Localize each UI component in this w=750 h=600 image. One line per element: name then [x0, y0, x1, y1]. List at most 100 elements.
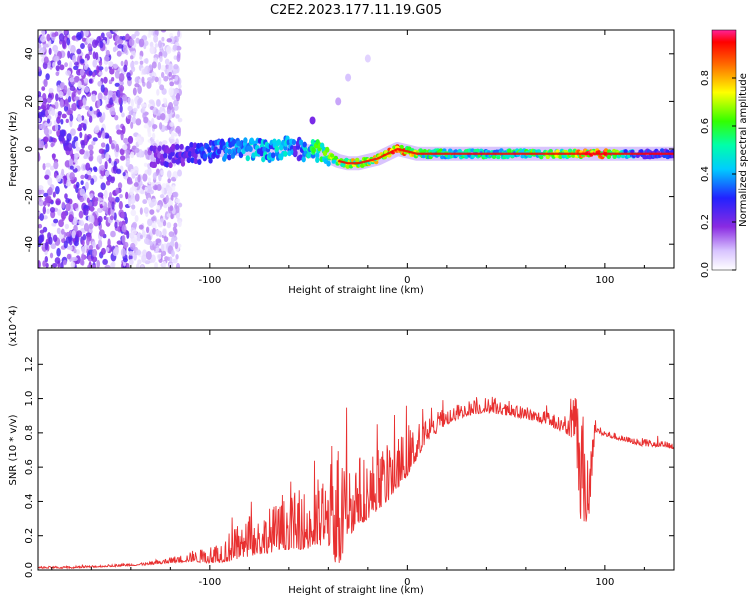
noise-speckle — [141, 76, 145, 84]
signal-blob — [175, 143, 180, 150]
noise-speckle — [104, 160, 108, 170]
noise-speckle — [94, 197, 99, 202]
noise-speckle — [49, 207, 56, 213]
signal-blob — [505, 155, 510, 160]
noise-speckle — [173, 99, 179, 107]
noise-speckle — [105, 170, 110, 176]
noise-speckle — [73, 136, 79, 142]
noise-speckle — [147, 131, 152, 138]
noise-speckle — [100, 84, 105, 93]
noise-speckle — [96, 259, 101, 268]
noise-speckle — [148, 99, 155, 104]
noise-speckle — [166, 256, 170, 262]
noise-speckle — [115, 196, 120, 203]
noise-speckle — [38, 139, 42, 148]
noise-speckle — [109, 68, 115, 75]
noise-speckle — [46, 118, 51, 124]
noise-speckle — [120, 248, 126, 257]
isolated-point — [309, 116, 316, 125]
noise-speckle — [56, 227, 61, 235]
noise-speckle — [61, 40, 66, 49]
noise-speckle — [104, 264, 111, 268]
noise-speckle — [79, 131, 83, 139]
y-tick-label: -40 — [24, 236, 35, 252]
noise-speckle — [66, 253, 72, 260]
noise-speckle — [77, 127, 83, 132]
noise-speckle — [108, 157, 112, 164]
noise-speckle — [134, 76, 140, 84]
noise-speckle — [115, 89, 121, 98]
noise-speckle — [100, 164, 105, 171]
noise-speckle — [102, 112, 106, 121]
noise-speckle — [88, 78, 93, 84]
noise-speckle — [118, 200, 123, 210]
noise-speckle — [45, 262, 49, 268]
noise-speckle — [97, 92, 103, 101]
colorbar-tick-label: 0.0 — [700, 262, 711, 278]
noise-speckle — [172, 191, 179, 198]
y-tick-label: -20 — [24, 188, 35, 204]
noise-speckle — [168, 102, 174, 110]
colorbar-tick-label: 0.4 — [700, 166, 711, 182]
colorbar-gradient — [711, 29, 737, 271]
noise-speckle — [73, 65, 79, 71]
noise-speckle — [130, 55, 134, 60]
noise-speckle — [173, 80, 180, 85]
noise-speckle — [46, 208, 50, 215]
noise-speckle — [129, 242, 136, 251]
noise-speckle — [175, 125, 181, 134]
signal-blob — [164, 161, 170, 168]
noise-speckle — [65, 197, 71, 204]
noise-speckle — [53, 160, 59, 170]
noise-speckle — [112, 248, 119, 257]
colorbar-tick-label: 0.6 — [700, 118, 711, 134]
signal-blob — [283, 150, 288, 157]
noise-speckle — [128, 258, 134, 266]
noise-speckle — [110, 230, 116, 238]
noise-speckle — [38, 111, 44, 117]
noise-speckle — [42, 206, 47, 215]
noise-speckle — [76, 32, 82, 41]
noise-speckle — [116, 168, 122, 174]
noise-speckle — [129, 151, 135, 159]
noise-speckle — [58, 33, 65, 42]
noise-speckle — [64, 223, 70, 230]
noise-speckle — [108, 61, 114, 67]
noise-speckle — [38, 260, 41, 268]
noise-speckle — [46, 103, 50, 110]
noise-speckle — [122, 94, 128, 102]
noise-speckle — [153, 220, 157, 229]
noise-speckle — [173, 132, 178, 137]
noise-speckle — [137, 98, 142, 106]
noise-speckle — [89, 205, 94, 212]
noise-speckle — [176, 53, 181, 63]
noise-speckle — [134, 83, 140, 88]
noise-speckle — [80, 122, 85, 128]
noise-speckle — [115, 187, 120, 195]
noise-speckle — [80, 180, 84, 185]
signal-blob — [208, 157, 213, 164]
noise-speckle — [131, 204, 136, 210]
noise-speckle — [141, 254, 147, 263]
noise-speckle — [99, 40, 104, 49]
noise-speckle — [76, 48, 82, 55]
isolated-point — [335, 97, 342, 106]
noise-speckle — [132, 107, 138, 113]
noise-speckle — [56, 175, 62, 183]
noise-speckle — [53, 55, 60, 62]
signal-blob — [536, 149, 542, 154]
noise-speckle — [97, 239, 103, 248]
figure-title: C2E2.2023.177.11.19.G05 — [270, 3, 442, 18]
noise-speckle — [45, 73, 50, 81]
noise-speckle — [120, 60, 124, 66]
noise-speckle — [92, 137, 98, 142]
noise-speckle — [69, 172, 76, 181]
y-tick-label: 0 — [24, 146, 35, 152]
noise-speckle — [104, 66, 108, 72]
signal-blob — [325, 146, 330, 153]
noise-speckle — [110, 262, 115, 268]
noise-speckle — [134, 176, 138, 184]
signal-blob — [163, 152, 168, 159]
noise-speckle — [161, 140, 168, 145]
noise-speckle — [156, 204, 161, 210]
